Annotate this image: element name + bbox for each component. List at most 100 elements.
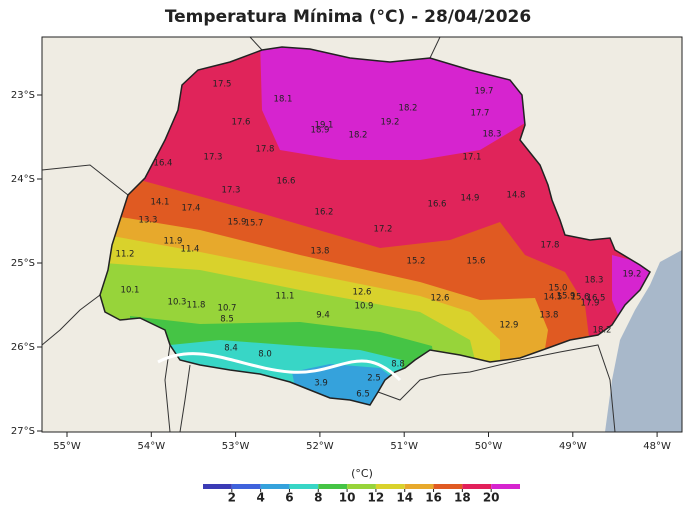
lat-tick-label: 23°S (11, 90, 35, 101)
station-value: 8.8 (391, 360, 405, 370)
station-value: 10.3 (168, 298, 187, 308)
station-value: 16.5 (587, 294, 606, 304)
lon-tick-label: 55°W (53, 441, 81, 452)
station-value: 19.7 (475, 87, 494, 97)
station-value: 17.5 (213, 80, 232, 90)
colorbar-segment (347, 484, 376, 489)
station-value: 12.6 (353, 288, 372, 298)
station-value: 17.3 (222, 186, 241, 196)
station-value: 13.8 (540, 311, 559, 321)
colorbar-segment (433, 484, 463, 489)
lat-tick-label: 25°S (11, 258, 35, 269)
station-value: 18.3 (483, 130, 502, 140)
lat-tick-label: 26°S (11, 342, 35, 353)
station-value: 16.6 (428, 200, 447, 210)
station-value: 8.0 (258, 350, 272, 360)
station-value: 17.2 (374, 225, 393, 235)
station-value: 14.1 (151, 198, 170, 208)
station-value: 19.2 (623, 270, 642, 280)
title: Temperatura Mínima (°C) - 28/04/2026 (165, 7, 531, 27)
colorbar-segment (375, 484, 405, 489)
station-value: 15.2 (407, 257, 426, 267)
station-value: 17.6 (232, 118, 251, 128)
colorbar-tick-label: 8 (314, 491, 322, 504)
colorbar-segment (203, 484, 232, 489)
lon-tick-label: 52°W (306, 441, 334, 452)
station-value: 19.1 (315, 121, 334, 131)
station-value: 10.9 (355, 302, 374, 312)
colorbar-tick-label: 4 (256, 491, 264, 504)
station-value: 15.6 (467, 257, 486, 267)
front-line (157, 352, 402, 382)
station-value: 13.3 (139, 216, 158, 226)
lat-tick-label: 24°S (11, 174, 35, 185)
colorbar-tick-label: 18 (454, 491, 471, 504)
station-value: 19.2 (381, 118, 400, 128)
station-value: 6.5 (356, 390, 370, 400)
station-value: 13.8 (311, 247, 330, 257)
station-value: 18.1 (274, 95, 293, 105)
station-value: 2.5 (367, 374, 381, 384)
colorbar-tick-label: 10 (339, 491, 356, 504)
lon-tick-label: 50°W (475, 441, 503, 452)
colorbar-tick-label: 12 (368, 491, 385, 504)
state-outline (99, 46, 651, 406)
lat-tick-label: 27°S (11, 426, 35, 437)
station-value: 14.8 (507, 191, 526, 201)
map-area (42, 37, 682, 432)
colorbar-segment (289, 484, 319, 489)
station-value: 9.4 (316, 311, 330, 321)
borders (42, 37, 616, 432)
colorbar-tick-label: 2 (228, 491, 236, 504)
station-value: 17.4 (182, 204, 201, 214)
ocean (605, 250, 682, 432)
colorbar-segment (231, 484, 261, 489)
station-value: 18.3 (585, 276, 604, 286)
station-value: 15.7 (245, 219, 264, 229)
station-value: 17.8 (256, 145, 275, 155)
station-value: 15.9 (228, 218, 247, 228)
station-value: 14.5 (544, 293, 563, 303)
station-value: 11.2 (116, 250, 135, 260)
colorbar-tick-label: 6 (285, 491, 293, 504)
lon-tick-label: 51°W (390, 441, 418, 452)
station-value: 16.4 (154, 159, 173, 169)
station-value: 17.7 (471, 109, 490, 119)
lon-tick-label: 54°W (137, 441, 165, 452)
station-value: 17.1 (463, 153, 482, 163)
station-value: 16.2 (315, 208, 334, 218)
station-value: 18.2 (399, 104, 418, 114)
colorbar-tick-label: 14 (396, 491, 413, 504)
station-value: 3.9 (314, 379, 328, 389)
station-value: 15.0 (549, 284, 568, 294)
station-value: 12.6 (431, 294, 450, 304)
station-value: 15.9 (557, 292, 576, 302)
station-value: 18.2 (593, 326, 612, 336)
station-value: 15.6 (571, 293, 590, 303)
station-value: 17.8 (541, 241, 560, 251)
station-value: 17.3 (204, 153, 223, 163)
colorbar-tick-label: 20 (483, 491, 500, 504)
station-value: 12.9 (500, 321, 519, 331)
station-value: 11.9 (164, 237, 183, 247)
colorbar-segment (318, 484, 348, 489)
station-value: 10.7 (218, 304, 237, 314)
frame (41, 36, 683, 433)
colorbar-segment (260, 484, 290, 489)
station-value: 16.6 (277, 177, 296, 187)
station-value: 8.5 (220, 315, 234, 325)
station-value: 8.4 (224, 344, 238, 354)
colorbar-segment (404, 484, 434, 489)
station-value: 11.1 (276, 292, 295, 302)
station-value: 10.1 (121, 286, 140, 296)
station-value: 18.9 (311, 126, 330, 136)
colorbar-unit: (°C) (351, 467, 373, 480)
colorbar-tick-label: 16 (425, 491, 442, 504)
lon-tick-label: 48°W (643, 441, 671, 452)
station-value: 14.9 (461, 194, 480, 204)
colorbar-segment (462, 484, 492, 489)
station-value: 17.9 (581, 299, 600, 309)
station-value: 18.2 (349, 131, 368, 141)
